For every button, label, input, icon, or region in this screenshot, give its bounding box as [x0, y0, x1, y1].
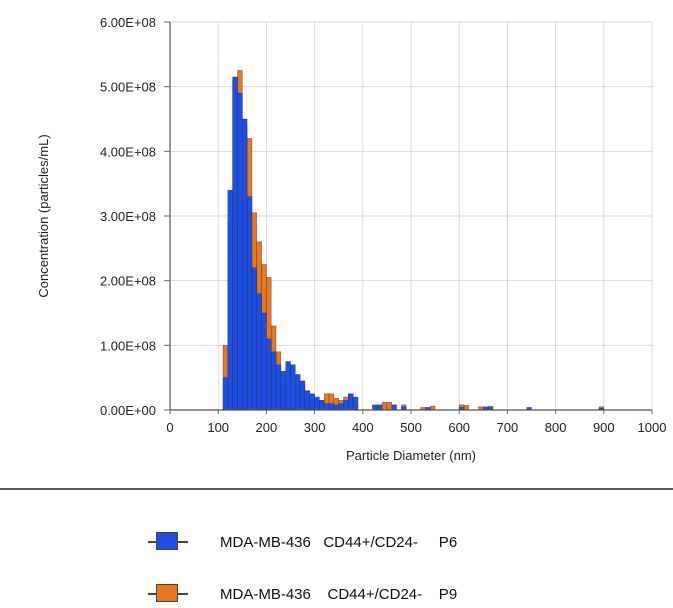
bar — [343, 399, 349, 411]
x-tick-label: 200 — [256, 420, 278, 435]
bar — [261, 312, 267, 411]
bar — [333, 404, 340, 411]
bar — [372, 404, 378, 411]
bar — [270, 351, 277, 411]
bar — [275, 364, 282, 411]
legend-label-p9: MDA-MB-436 CD44+/CD24- P9 — [220, 585, 458, 603]
bar — [256, 293, 262, 411]
bar — [314, 396, 320, 411]
bar — [222, 377, 229, 411]
bar — [242, 118, 248, 411]
bar — [381, 401, 388, 411]
bar — [237, 92, 243, 411]
y-tick-labels: 0.00E+00 1.00E+08 2.00E+08 3.00E+08 4.00E+08… — [100, 15, 156, 418]
bar — [348, 393, 354, 411]
bar — [386, 401, 393, 411]
bar — [376, 404, 383, 411]
bar — [280, 370, 286, 411]
bar — [304, 390, 311, 411]
bar — [290, 364, 296, 411]
bar — [299, 380, 306, 411]
y-tick-label: 4.00E+08 — [100, 144, 156, 159]
y-tick-label: 1.00E+08 — [100, 338, 156, 353]
chart: 0.00E+00 1.00E+08 2.00E+08 3.00E+08 4.00E+08… — [0, 15, 673, 603]
x-tick-label: 100 — [207, 420, 229, 435]
bars — [222, 70, 605, 411]
y-tick-label: 5.00E+08 — [100, 80, 156, 95]
legend-label-p6: MDA-MB-436 CD44+/CD24- P6 — [220, 533, 458, 551]
bar — [391, 404, 397, 411]
bar — [232, 76, 238, 411]
y-tick-label: 3.00E+08 — [100, 209, 156, 224]
legend-item-p9: MDA-MB-436 CD44+/CD24- P9 — [148, 580, 457, 608]
bar — [309, 393, 315, 411]
legend-swatch-p6 — [148, 531, 188, 553]
bar — [251, 267, 258, 411]
bar — [328, 403, 335, 411]
x-tick-label: 700 — [497, 420, 519, 435]
x-tick-label: 300 — [304, 420, 326, 435]
bar — [352, 396, 359, 411]
bar — [227, 189, 233, 411]
y-tick-label: 2.00E+08 — [100, 274, 156, 289]
legend: MDA-MB-436 CD44+/CD24- P6 MDA-MB-436 CD4… — [0, 488, 673, 603]
bar — [266, 338, 272, 411]
x-tick-label: 400 — [352, 420, 374, 435]
x-tick-label: 1000 — [638, 420, 667, 435]
bar — [338, 403, 344, 411]
bar — [463, 405, 470, 411]
bar — [323, 403, 330, 411]
legend-swatch-p9 — [148, 583, 188, 605]
bar — [295, 374, 301, 411]
legend-item-p6: MDA-MB-436 CD44+/CD24- P6 — [148, 528, 457, 556]
y-axis-label: Concentration (particles/mL) — [36, 134, 51, 297]
bar — [319, 399, 325, 411]
series-p6 — [222, 76, 605, 411]
series-p9 — [222, 70, 605, 411]
x-axis-label: Particle Diameter (nm) — [346, 448, 476, 463]
x-tick-label: 500 — [400, 420, 422, 435]
x-tick-label: 900 — [593, 420, 615, 435]
x-tick-label: 800 — [545, 420, 567, 435]
bar — [285, 361, 291, 411]
x-tick-label: 0 — [166, 420, 173, 435]
bar — [246, 196, 253, 411]
x-tick-labels: 0 100 200 300 400 500 600 700 800 900 1000 — [166, 420, 666, 435]
y-tick-label: 6.00E+08 — [100, 15, 156, 30]
plot-svg: 0.00E+00 1.00E+08 2.00E+08 3.00E+08 4.00E+08… — [36, 15, 666, 463]
y-tick-label: 0.00E+00 — [100, 403, 156, 418]
x-tick-label: 600 — [448, 420, 470, 435]
axes — [164, 21, 653, 414]
